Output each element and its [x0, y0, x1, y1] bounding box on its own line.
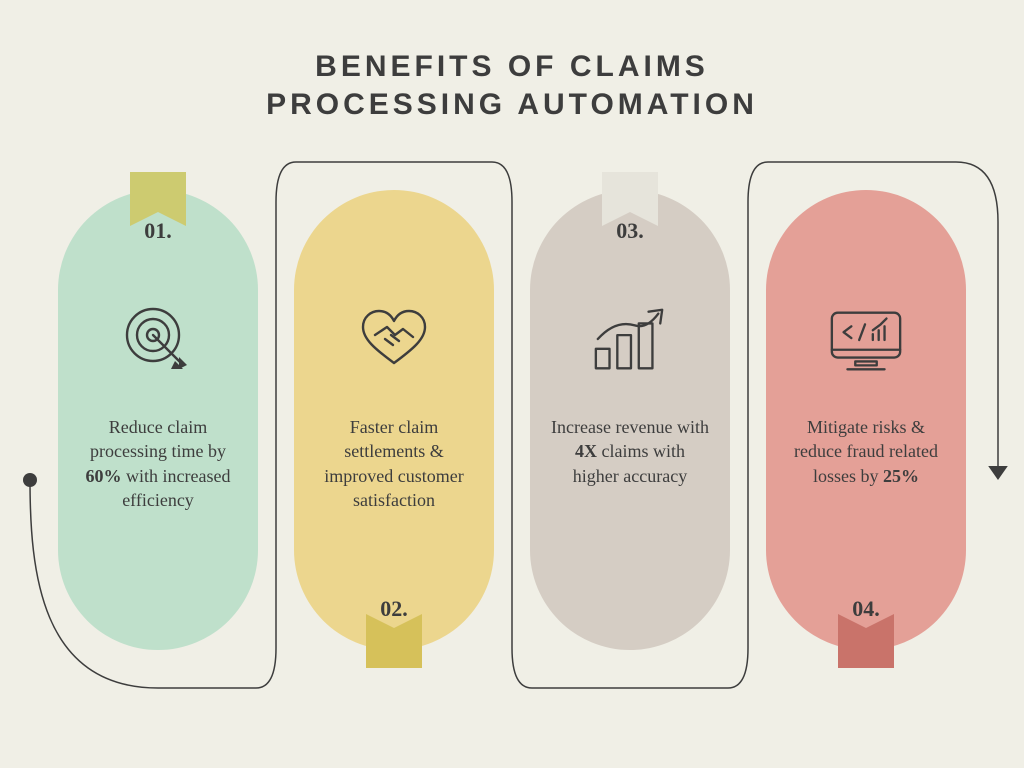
handshake-heart-icon: [354, 300, 434, 380]
benefit-pill-3: 03. Increase revenue with 4X claims with…: [530, 190, 730, 650]
benefit-pill-2: 02. Faster claim settlements & improved …: [294, 190, 494, 650]
pill-number: 04.: [852, 596, 880, 622]
growth-chart-icon: [590, 300, 670, 380]
infographic-stage: 01. Reduce claim processing time by 60% …: [0, 160, 1024, 720]
pill-text: Faster claim settlements & improved cust…: [314, 415, 474, 512]
pill-number: 01.: [144, 218, 172, 244]
pill-number: 03.: [616, 218, 644, 244]
benefit-pill-1: 01. Reduce claim processing time by 60% …: [58, 190, 258, 650]
pill-text: Reduce claim processing time by 60% with…: [78, 415, 238, 512]
pill-text: Increase revenue with 4X claims with hig…: [550, 415, 710, 488]
pill-number: 02.: [380, 596, 408, 622]
target-icon: [118, 300, 198, 380]
monitor-code-icon: [826, 300, 906, 380]
title-line-1: BENEFITS OF CLAIMS: [315, 50, 709, 83]
page-title: BENEFITS OF CLAIMS PROCESSING AUTOMATION: [0, 0, 1024, 123]
pill-text: Mitigate risks & reduce fraud related lo…: [786, 415, 946, 488]
title-line-2: PROCESSING AUTOMATION: [266, 88, 758, 121]
benefit-pill-4: 04. Mitigate risks & reduce fraud relate…: [766, 190, 966, 650]
